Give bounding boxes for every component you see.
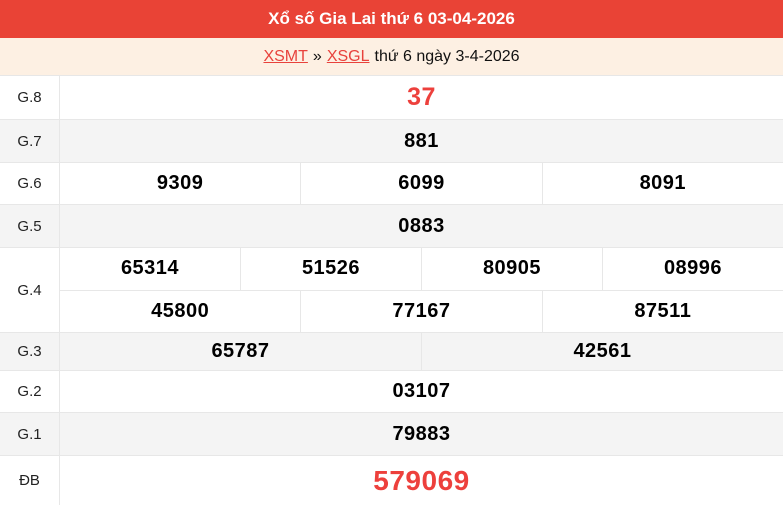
prize-number: 45800 <box>151 299 210 322</box>
results-table: G.8 37 G.7 881 G.6 9309 6099 8091 G.5 08… <box>0 75 783 505</box>
prize-label-g2: G.2 <box>0 371 60 412</box>
prize-row-db: ĐB 579069 <box>0 456 783 505</box>
prize-row-g7: G.7 881 <box>0 120 783 163</box>
prize-label-db: ĐB <box>0 456 60 505</box>
breadcrumb-link-xsmt[interactable]: XSMT <box>263 47 308 65</box>
prize-label-g8: G.8 <box>0 76 60 119</box>
prize-row-g8: G.8 37 <box>0 76 783 120</box>
prize-row-g6: G.6 9309 6099 8091 <box>0 163 783 205</box>
prize-number: 79883 <box>392 422 451 445</box>
page-title-banner: Xổ số Gia Lai thứ 6 03-04-2026 <box>0 0 783 38</box>
prize-label-g6: G.6 <box>0 163 60 204</box>
prize-label-g7: G.7 <box>0 120 60 162</box>
prize-number: 42561 <box>421 333 783 370</box>
prize-number: 881 <box>404 129 439 152</box>
prize-number: 0883 <box>398 214 445 237</box>
prize-row-g5: G.5 0883 <box>0 205 783 248</box>
prize-label-g5: G.5 <box>0 205 60 247</box>
prize-number: 65787 <box>211 340 270 362</box>
prize-number: 08996 <box>602 248 783 290</box>
prize-number: 03107 <box>392 380 451 402</box>
prize-number: 87511 <box>541 290 783 332</box>
prize-number: 80905 <box>421 248 602 290</box>
prize-number: 9309 <box>156 172 204 194</box>
prize-number: 6099 <box>300 163 541 204</box>
prize-label-g1: G.1 <box>0 413 60 455</box>
page-title: Xổ số Gia Lai thứ 6 03-04-2026 <box>268 9 515 28</box>
prize-number: 8091 <box>541 163 783 204</box>
prize-row-g4: G.4 65314 51526 80905 08996 45800 77167 … <box>0 248 783 333</box>
prize-number: 65314 <box>120 257 180 280</box>
prize-label-g4: G.4 <box>0 248 60 332</box>
prize-number: 77167 <box>300 290 541 332</box>
breadcrumb-separator: » <box>312 47 322 65</box>
breadcrumb-date-text: thứ 6 ngày 3-4-2026 <box>374 47 520 65</box>
prize-number: 51526 <box>240 248 421 290</box>
prize-number-special: 579069 <box>373 464 470 496</box>
breadcrumb: XSMT » XSGL thứ 6 ngày 3-4-2026 <box>0 38 783 75</box>
prize-row-g1: G.1 79883 <box>0 413 783 456</box>
prize-row-g3: G.3 65787 42561 <box>0 333 783 371</box>
breadcrumb-link-xsgl[interactable]: XSGL <box>326 47 370 65</box>
prize-row-g2: G.2 03107 <box>0 371 783 413</box>
prize-number: 37 <box>407 83 436 111</box>
prize-label-g3: G.3 <box>0 333 60 370</box>
